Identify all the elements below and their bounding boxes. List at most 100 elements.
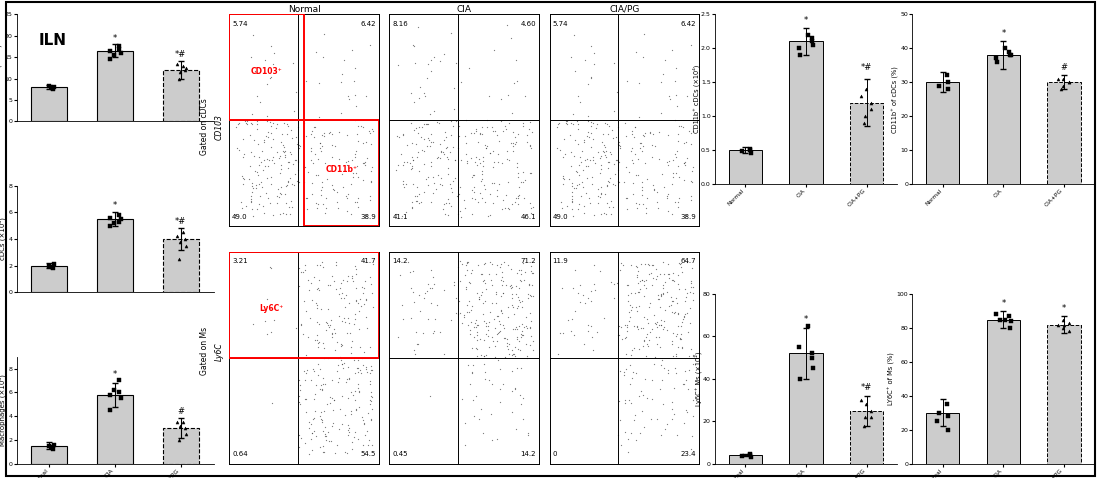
Point bbox=[362, 388, 380, 396]
Point bbox=[624, 368, 641, 376]
Point bbox=[469, 345, 486, 352]
Point bbox=[504, 303, 521, 310]
Point bbox=[582, 288, 600, 295]
Point bbox=[515, 119, 532, 127]
Point bbox=[315, 201, 332, 208]
Point bbox=[488, 330, 506, 337]
Point bbox=[290, 144, 308, 152]
Point bbox=[403, 165, 420, 173]
Point bbox=[302, 144, 320, 152]
Point bbox=[678, 138, 695, 145]
Point bbox=[463, 174, 481, 181]
Point bbox=[635, 391, 652, 399]
Point bbox=[488, 193, 506, 200]
Point bbox=[518, 340, 536, 348]
Point bbox=[300, 419, 318, 426]
Point bbox=[243, 188, 261, 196]
Point bbox=[462, 269, 480, 277]
Point bbox=[463, 186, 481, 194]
Point bbox=[571, 153, 588, 161]
Point bbox=[468, 316, 485, 324]
Point bbox=[328, 258, 345, 266]
Point bbox=[569, 206, 586, 213]
Point bbox=[309, 171, 327, 179]
Point bbox=[617, 132, 635, 140]
Point bbox=[653, 325, 671, 333]
Point bbox=[490, 328, 507, 336]
Point bbox=[618, 206, 636, 213]
Point bbox=[280, 174, 298, 182]
Point bbox=[608, 279, 626, 287]
Point bbox=[404, 180, 421, 188]
Point bbox=[494, 309, 512, 317]
Point bbox=[652, 316, 670, 324]
Point bbox=[475, 260, 493, 268]
Point bbox=[310, 286, 328, 294]
Point bbox=[243, 180, 261, 187]
Point bbox=[353, 354, 371, 362]
Point bbox=[466, 319, 484, 327]
Point bbox=[295, 178, 312, 186]
Text: *: * bbox=[113, 34, 118, 43]
Point bbox=[648, 272, 666, 280]
Point bbox=[503, 139, 520, 147]
Point bbox=[458, 258, 475, 266]
Point bbox=[565, 307, 583, 315]
Point bbox=[436, 50, 453, 58]
Point bbox=[618, 281, 636, 288]
Point bbox=[470, 138, 487, 145]
Point bbox=[624, 179, 641, 186]
Point bbox=[656, 270, 673, 278]
Point bbox=[414, 329, 431, 337]
Point bbox=[345, 151, 363, 158]
Point bbox=[509, 303, 527, 310]
Point bbox=[574, 184, 592, 191]
Point bbox=[354, 289, 372, 296]
Point bbox=[499, 345, 517, 353]
Point bbox=[361, 196, 378, 204]
Point bbox=[562, 54, 580, 61]
Point bbox=[636, 132, 653, 140]
Point bbox=[547, 212, 564, 219]
Point bbox=[468, 125, 485, 132]
Point bbox=[653, 376, 671, 383]
Point bbox=[238, 117, 255, 124]
Point bbox=[507, 195, 525, 202]
Point bbox=[518, 353, 536, 360]
Point bbox=[640, 261, 658, 269]
Point bbox=[683, 265, 701, 272]
Point bbox=[635, 142, 652, 150]
Point bbox=[522, 317, 540, 325]
Point bbox=[294, 268, 311, 276]
Point bbox=[582, 118, 600, 126]
Point bbox=[629, 273, 647, 281]
Point bbox=[663, 46, 681, 54]
Point bbox=[674, 123, 692, 131]
Point bbox=[431, 140, 449, 148]
Point bbox=[637, 276, 654, 284]
Point bbox=[653, 356, 671, 364]
Point bbox=[494, 196, 512, 204]
Point bbox=[592, 190, 609, 197]
Point bbox=[297, 132, 315, 140]
Point bbox=[587, 124, 605, 132]
Point bbox=[473, 178, 491, 185]
Point bbox=[340, 272, 358, 280]
Point bbox=[254, 202, 272, 210]
Point bbox=[268, 148, 286, 155]
Point bbox=[496, 122, 514, 130]
Point bbox=[338, 329, 355, 337]
Point bbox=[503, 351, 520, 359]
Point bbox=[282, 148, 299, 156]
Point bbox=[636, 424, 653, 431]
Point bbox=[267, 120, 285, 128]
Point bbox=[499, 91, 517, 98]
Point bbox=[348, 405, 365, 413]
Point bbox=[389, 61, 407, 69]
Point bbox=[331, 405, 349, 413]
Point bbox=[663, 308, 681, 316]
Point bbox=[506, 326, 524, 333]
Point bbox=[524, 269, 541, 277]
Point bbox=[650, 295, 668, 303]
Point bbox=[504, 302, 521, 309]
